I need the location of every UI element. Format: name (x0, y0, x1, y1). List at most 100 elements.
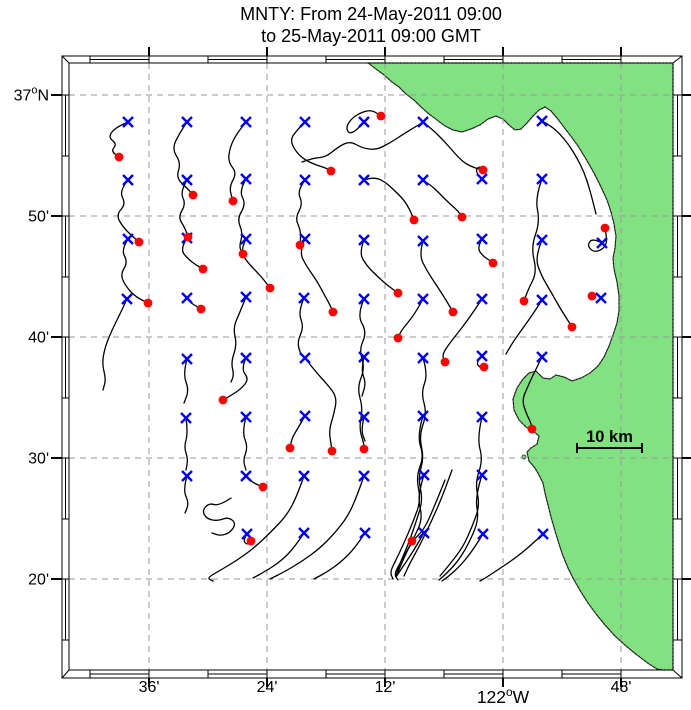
trajectory-path (479, 533, 544, 582)
trajectory-path (301, 123, 421, 163)
end-marker-dot (218, 395, 228, 405)
end-marker-dot (258, 482, 268, 492)
scalebar-label: 10 km (586, 428, 633, 446)
start-marker-x (358, 116, 370, 128)
figure-title: MNTY: From 24-May-2011 09:00 to 25-May-2… (240, 3, 502, 47)
start-marker-x (122, 174, 134, 186)
end-marker-dot (519, 296, 529, 306)
end-marker-dot (407, 536, 417, 546)
start-marker-x (476, 293, 488, 305)
frame-line (61, 669, 70, 679)
trajectory-path (300, 238, 334, 313)
y-axis-tick-label: 40' (28, 330, 49, 347)
trajectory-path (241, 238, 271, 289)
end-marker-dot (295, 240, 305, 250)
start-marker-x (476, 350, 488, 362)
trajectory-layer (102, 110, 608, 582)
end-marker-dot (409, 215, 419, 225)
trajectory-path (522, 356, 543, 430)
trajectory-path (442, 298, 483, 363)
end-marker-dot (376, 111, 386, 121)
start-marker-x (121, 293, 133, 305)
trajectory-path (397, 479, 446, 573)
start-marker-x (298, 527, 310, 539)
x-axis-tick-label: 36' (139, 679, 160, 696)
trajectory-path (422, 179, 463, 218)
trajectory-path (252, 532, 305, 579)
end-marker-dot (448, 307, 458, 317)
frame-line (672, 669, 683, 679)
start-marker-x (536, 173, 548, 185)
trajectory-path (297, 297, 305, 356)
start-marker-x (298, 470, 310, 482)
end-marker-dot (238, 249, 248, 259)
end-markers-layer (114, 111, 610, 546)
start-marker-x (240, 173, 252, 185)
x-axis-tick-label: 24' (257, 679, 278, 696)
trajectory-path (117, 179, 140, 243)
gridline-layer (69, 63, 673, 670)
y-axis-tick-label: 30' (28, 451, 49, 468)
trajectory-path (179, 179, 189, 238)
y-axis-tick-label: 20' (28, 572, 49, 589)
end-marker-dot (246, 536, 256, 546)
trajectory-path (269, 475, 365, 580)
end-marker-dot (440, 357, 450, 367)
end-marker-dot (228, 196, 238, 206)
trajectory-path (184, 475, 189, 514)
frame-line (672, 55, 683, 64)
end-marker-dot (457, 212, 467, 222)
start-marker-x (122, 116, 134, 128)
scalebar: 10 km (576, 428, 643, 453)
trajectory-path (296, 179, 306, 246)
trajectory-path (181, 237, 204, 270)
start-markers-layer (121, 115, 608, 540)
trajectory-path (505, 299, 543, 355)
start-marker-x (240, 352, 252, 364)
start-marker-x (180, 412, 192, 424)
trajectory-path (541, 120, 597, 215)
land-polygon (366, 62, 674, 671)
trajectory-path (397, 298, 424, 339)
end-marker-dot (198, 264, 208, 274)
trajectory-path (390, 415, 424, 580)
start-marker-x (181, 174, 193, 186)
trajectory-path (222, 357, 248, 401)
start-marker-x (122, 233, 134, 245)
start-marker-x (299, 116, 311, 128)
frame-layer (51, 47, 691, 687)
y-axis-tick-label: 37oN (14, 85, 49, 105)
x-axis-tick-label: 48' (611, 679, 632, 696)
end-marker-dot (285, 443, 295, 453)
frame-line (61, 55, 70, 64)
trajectory-path (290, 121, 332, 172)
trajectory-path (102, 298, 128, 391)
start-marker-x (418, 469, 430, 481)
start-marker-x (476, 173, 488, 185)
end-marker-dot (393, 333, 403, 343)
x-axis-tick-label: 12' (375, 679, 396, 696)
start-marker-x (536, 234, 548, 246)
end-marker-dot (114, 152, 124, 162)
figure-title-line2: to 25-May-2011 09:00 GMT (261, 26, 481, 46)
frame-outer (61, 55, 683, 679)
start-marker-x (240, 411, 252, 423)
figure-title-line1: MNTY: From 24-May-2011 09:00 (240, 4, 502, 24)
start-marker-x (596, 237, 608, 249)
start-marker-x (358, 411, 370, 423)
y-axis-tick-label: 50' (28, 209, 49, 226)
trajectory-path (439, 416, 483, 577)
start-marker-x (417, 410, 429, 422)
start-marker-x (476, 233, 488, 245)
trajectory-path (363, 177, 415, 221)
start-marker-x (181, 470, 193, 482)
start-marker-x (181, 116, 193, 128)
trajectory-path (478, 238, 494, 264)
start-marker-x (417, 293, 429, 305)
end-marker-dot (188, 190, 198, 200)
start-marker-x (476, 411, 488, 423)
trajectory-path (395, 532, 425, 578)
trajectory-path (420, 240, 454, 313)
axis-labels: 37oN 50' 40' 30' 20' 36' 24' 12' 122oW 48' (14, 85, 632, 708)
